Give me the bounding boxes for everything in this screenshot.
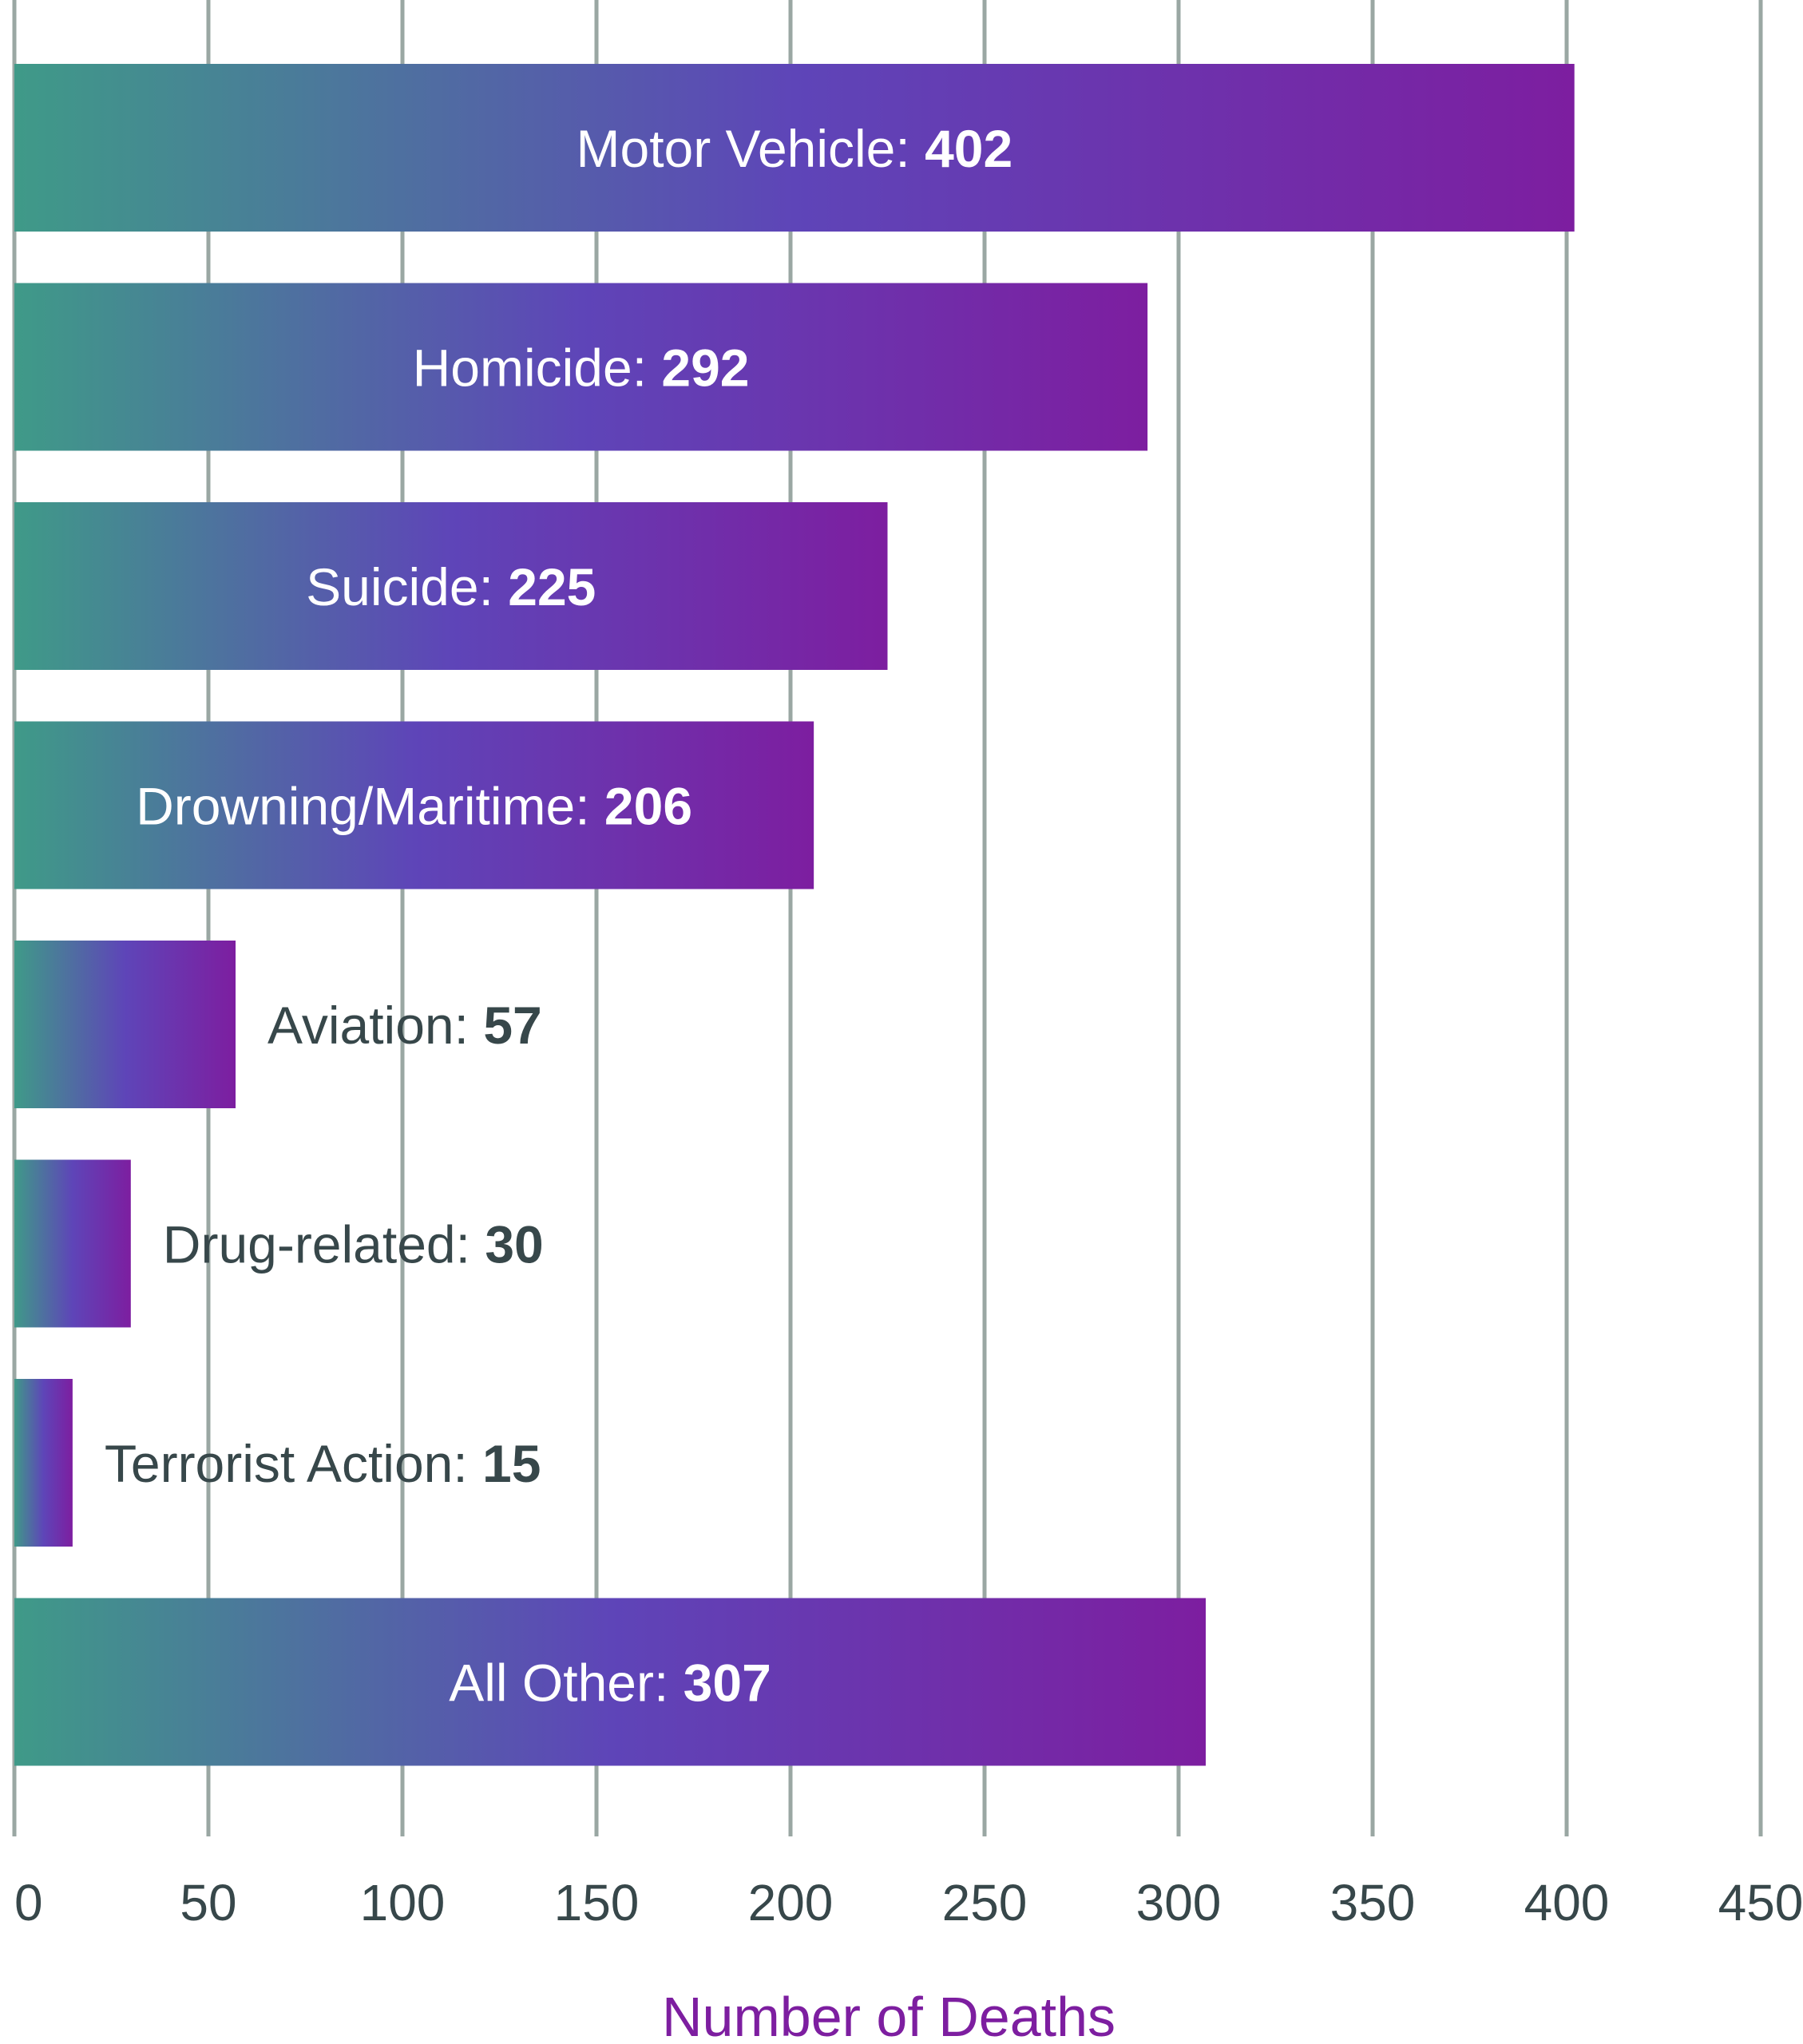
bar-labels: Motor Vehicle: 402 Homicide: 292 Suicide: …: [105, 119, 1012, 1713]
bar-value-label: 30: [485, 1215, 543, 1274]
bar-category-label: All Other:: [449, 1654, 683, 1713]
x-tick-label-450: 450: [1718, 1874, 1803, 1931]
bar-category-label: Aviation:: [267, 996, 483, 1055]
x-tick-label-100: 100: [360, 1874, 446, 1931]
gridlines: [12, 0, 1763, 1836]
bar-label-aviation: Aviation: 57: [267, 996, 542, 1055]
x-tick-label-250: 250: [942, 1874, 1028, 1931]
x-tick-label-200: 200: [748, 1874, 834, 1931]
bar-motor-vehicle: [14, 64, 1575, 232]
x-tick-label-50: 50: [180, 1874, 236, 1931]
x-tick-label-150: 150: [554, 1874, 640, 1931]
bar-category-label: Motor Vehicle:: [577, 119, 925, 178]
bar-drug-related: [14, 1159, 131, 1328]
bar-label-terrorist-action: Terrorist Action: 15: [105, 1434, 541, 1493]
bar-category-label: Homicide:: [413, 339, 662, 398]
x-tick-label-300: 300: [1136, 1874, 1222, 1931]
bar-category-label: Terrorist Action:: [105, 1434, 482, 1493]
bar-label-drowning-maritime: Drowning/Maritime: 206: [136, 777, 692, 836]
x-tick-label-0: 0: [14, 1874, 43, 1931]
bar-terrorist-action: [14, 1379, 73, 1547]
bar-category-label: Drowning/Maritime:: [136, 777, 604, 836]
bar-homicide: [14, 283, 1148, 451]
x-tick-label-350: 350: [1330, 1874, 1416, 1931]
bar-aviation: [14, 941, 236, 1108]
bar-value-label: 307: [684, 1654, 771, 1713]
bars: [14, 64, 1575, 1766]
bar-value-label: 15: [482, 1434, 541, 1493]
bar-value-label: 206: [604, 777, 692, 836]
bar-value-label: 292: [661, 339, 749, 398]
bar-all-other: [14, 1598, 1207, 1766]
x-tick-label-400: 400: [1524, 1874, 1610, 1931]
bar-drowning-maritime: [14, 721, 814, 889]
bar-value-label: 402: [925, 119, 1012, 178]
bar-label-all-other: All Other: 307: [449, 1654, 771, 1713]
bar-label-drug-related: Drug-related: 30: [163, 1215, 544, 1274]
bar-value-label: 225: [508, 557, 596, 616]
bar-label-homicide: Homicide: 292: [413, 339, 750, 398]
bar-suicide: [14, 502, 888, 670]
bar-category-label: Suicide:: [306, 557, 508, 616]
x-axis-ticks: 0 50 100 150 200 250 300 350 400 450: [14, 1874, 1803, 1931]
bar-label-motor-vehicle: Motor Vehicle: 402: [577, 119, 1013, 178]
bar-label-suicide: Suicide: 225: [306, 557, 596, 616]
bar-value-label: 57: [483, 996, 541, 1055]
x-axis-title: Number of Deaths: [662, 1986, 1115, 2044]
bar-category-label: Drug-related:: [163, 1215, 485, 1274]
